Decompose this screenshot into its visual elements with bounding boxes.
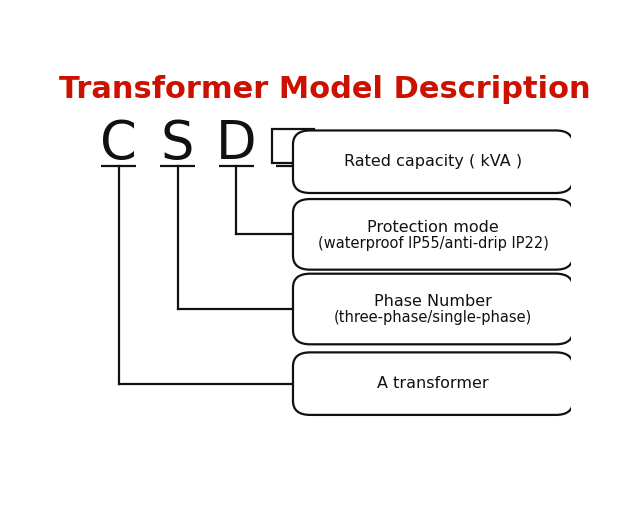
Text: (waterproof IP55/anti-drip IP22): (waterproof IP55/anti-drip IP22): [318, 236, 548, 251]
Text: Transformer Model Description: Transformer Model Description: [59, 74, 591, 104]
Text: S: S: [161, 117, 194, 170]
FancyBboxPatch shape: [273, 129, 314, 162]
Text: Protection mode: Protection mode: [367, 220, 499, 235]
FancyBboxPatch shape: [293, 274, 573, 344]
FancyBboxPatch shape: [293, 130, 573, 193]
Text: Rated capacity ( kVA ): Rated capacity ( kVA ): [344, 154, 522, 169]
FancyBboxPatch shape: [293, 199, 573, 270]
Text: A transformer: A transformer: [377, 376, 489, 391]
FancyBboxPatch shape: [293, 352, 573, 415]
Text: C: C: [100, 117, 137, 170]
Text: D: D: [216, 117, 257, 170]
Text: (three-phase/single-phase): (three-phase/single-phase): [334, 310, 532, 325]
Text: Phase Number: Phase Number: [374, 294, 492, 309]
